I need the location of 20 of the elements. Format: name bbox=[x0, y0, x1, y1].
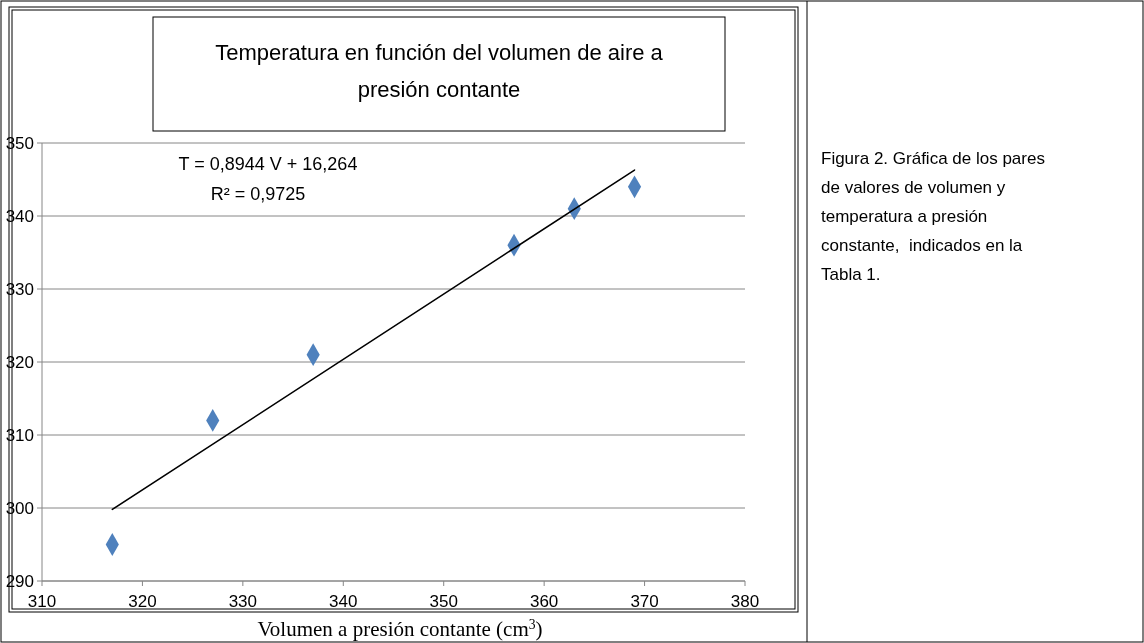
y-tick-label: 320 bbox=[5, 353, 34, 372]
text: Figura 2. Gráfica de los pares de valores de volumen y temperatura a presión constante, indicados en la Tabla 1. bbox=[821, 149, 1045, 284]
y-tick-label: 290 bbox=[5, 572, 34, 591]
y-tick-label: 330 bbox=[5, 280, 34, 299]
x-tick-label: 360 bbox=[529, 592, 559, 611]
y-tick-label: 350 bbox=[5, 134, 34, 153]
y-tick-label: 310 bbox=[5, 426, 34, 445]
annotation: R² = 0,9725 bbox=[210, 184, 306, 204]
x-tick-label: 370 bbox=[630, 592, 659, 611]
y-tick-label: 300 bbox=[5, 499, 34, 518]
annotation: T = 0,8944 V + 16,264 bbox=[178, 154, 358, 174]
x-tick-label: 380 bbox=[730, 592, 760, 611]
x-axis-title: Volumen a presión contante (cm$^{3}$) bbox=[257, 616, 543, 641]
x-tick-label: 310 bbox=[27, 592, 57, 611]
x-tick-label: 330 bbox=[228, 592, 258, 611]
y-tick-label: 340 bbox=[5, 207, 34, 226]
x-tick-label: 340 bbox=[329, 592, 358, 611]
chart-title: Temperatura en función del volumen de aire a presión contante bbox=[215, 40, 664, 102]
x-tick-label: 350 bbox=[429, 592, 458, 611]
x-tick-label: 320 bbox=[128, 592, 157, 611]
